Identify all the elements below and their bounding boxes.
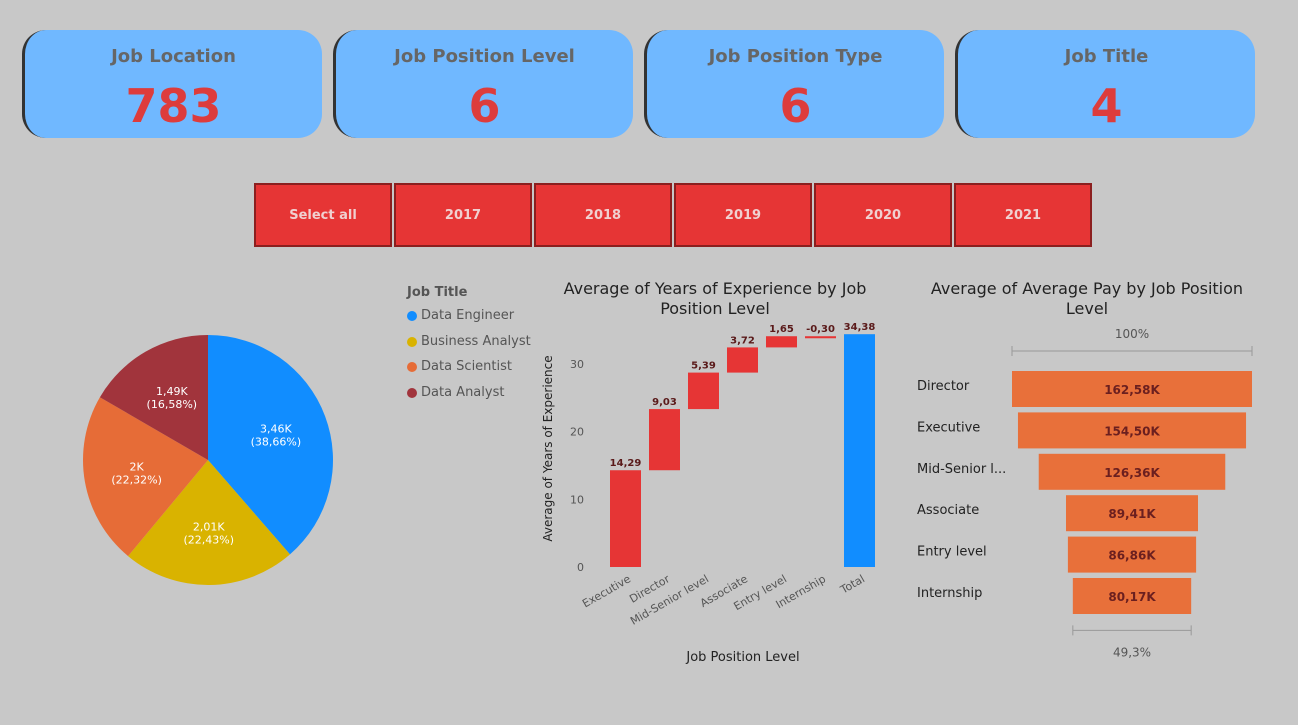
card-job-location: Job Location 783 xyxy=(22,30,322,138)
card-label: Job Position Level xyxy=(394,46,575,67)
funnel-bar[interactable] xyxy=(1072,578,1192,614)
slicer-2018[interactable]: 2018 xyxy=(534,183,672,247)
y-tick-label: 0 xyxy=(577,561,584,574)
pie-slice-value-label: 2,01K xyxy=(193,520,225,533)
legend-title: Job Title xyxy=(407,285,468,300)
funnel-data-label: 86,86K xyxy=(1108,549,1156,563)
pie-chart: 3,46K(38,66%) 2,01K(22,43%) 2K(22,32%) 1,49… xyxy=(82,335,333,585)
funnel-bar[interactable] xyxy=(1038,453,1226,490)
waterfall-bar[interactable] xyxy=(688,372,719,410)
funnel-category-label: Mid-Senior l... xyxy=(917,462,1006,477)
waterfall-bar[interactable] xyxy=(766,336,797,348)
funnel-top-bracket xyxy=(1011,346,1253,356)
funnel-bottom-bracket xyxy=(1072,625,1192,636)
funnel-category-label: Executive xyxy=(917,420,980,435)
funnel-data-label: 126,36K xyxy=(1104,466,1160,480)
card-label: Job Location xyxy=(111,46,236,67)
funnel-bar[interactable] xyxy=(1066,495,1198,532)
funnel-data-label: 154,50K xyxy=(1104,424,1160,438)
legend-dot-icon xyxy=(407,310,417,321)
slicer-2021[interactable]: 2021 xyxy=(954,183,1092,247)
y-tick-label: 20 xyxy=(570,426,584,439)
funnel-top-label: 100% xyxy=(1115,327,1149,341)
waterfall-data-label: 34,38 xyxy=(844,322,876,333)
pie-slice-percent-label: (22,32%) xyxy=(111,474,162,487)
slicer-2019[interactable]: 2019 xyxy=(674,183,812,247)
legend-item-data-scientist[interactable]: Data Scientist xyxy=(407,359,512,374)
waterfall-bar[interactable] xyxy=(844,334,875,567)
legend-label: Data Analyst xyxy=(421,385,505,400)
legend-dot-icon xyxy=(407,336,417,347)
pie-slice-value-label: 1,49K xyxy=(156,385,188,398)
card-value: 4 xyxy=(1090,79,1123,133)
card-job-position-type: Job Position Type 6 xyxy=(644,30,944,138)
funnel-title: Average of Average Pay by Job Position L… xyxy=(930,279,1244,318)
y-axis-label: Average of Years of Experience xyxy=(541,355,555,541)
card-label: Job Position Type xyxy=(708,46,883,67)
x-tick-label: Total xyxy=(837,572,867,597)
funnel-bar[interactable] xyxy=(1012,371,1252,407)
pie-slice-percent-label: (22,43%) xyxy=(183,533,234,546)
waterfall-data-label: 14,29 xyxy=(610,458,642,469)
waterfall-data-label: 3,72 xyxy=(730,335,755,346)
waterfall-data-label: 1,65 xyxy=(769,324,794,335)
x-axis-label: Job Position Level xyxy=(685,650,799,665)
funnel-bar[interactable] xyxy=(1017,412,1247,449)
card-label: Job Title xyxy=(1064,46,1149,67)
card-value: 6 xyxy=(779,79,812,133)
y-tick-label: 10 xyxy=(570,493,584,506)
slicer-2017[interactable]: 2017 xyxy=(394,183,532,247)
pie-slice-percent-label: (16,58%) xyxy=(147,398,198,411)
pie-slice[interactable] xyxy=(128,460,290,585)
legend-label: Data Engineer xyxy=(421,308,515,323)
pie-slice-value-label: 3,46K xyxy=(260,423,292,436)
waterfall-bar[interactable] xyxy=(649,409,680,471)
funnel-data-label: 80,17K xyxy=(1108,590,1156,604)
waterfall-data-label: 9,03 xyxy=(652,397,677,408)
waterfall-data-label: 5,39 xyxy=(691,361,716,372)
funnel-category-label: Director xyxy=(917,379,970,394)
waterfall-title: Average of Years of Experience by Job Po… xyxy=(563,279,867,318)
funnel-data-label: 89,41K xyxy=(1108,507,1156,521)
pie-slice[interactable] xyxy=(208,335,333,555)
legend-label: Data Scientist xyxy=(421,359,512,374)
slicer-select-all[interactable]: Select all xyxy=(254,183,392,247)
funnel-data-label: 162,58K xyxy=(1104,383,1160,397)
pie-slice-percent-label: (38,66%) xyxy=(251,436,302,449)
funnel-bar[interactable] xyxy=(1067,536,1197,573)
x-tick-label: Executive xyxy=(580,572,633,610)
waterfall-bar[interactable] xyxy=(805,336,836,339)
card-value: 6 xyxy=(468,79,501,133)
funnel-category-label: Associate xyxy=(917,503,979,518)
pie-slice-value-label: 2K xyxy=(130,461,145,474)
pie-slice[interactable] xyxy=(82,397,208,557)
legend-item-business-analyst[interactable]: Business Analyst xyxy=(407,334,531,349)
funnel-category-label: Entry level xyxy=(917,545,987,560)
slicer-2020[interactable]: 2020 xyxy=(814,183,952,247)
legend-item-data-analyst[interactable]: Data Analyst xyxy=(407,385,504,400)
funnel-bottom-label: 49,3% xyxy=(1113,645,1151,659)
funnel-category-label: Internship xyxy=(917,586,982,601)
waterfall-chart: 0 10 20 30 Average of Years of Experience Job… xyxy=(541,322,876,665)
waterfall-bar[interactable] xyxy=(610,470,641,567)
funnel-chart: 100% 162,58K Director 154,50K Executive 126,3… xyxy=(917,327,1253,659)
waterfall-bar[interactable] xyxy=(727,347,758,373)
legend-dot-icon xyxy=(407,387,417,398)
legend-dot-icon xyxy=(407,361,417,372)
waterfall-data-label: -0,30 xyxy=(806,324,835,335)
legend-item-data-engineer[interactable]: Data Engineer xyxy=(407,308,514,323)
card-job-title: Job Title 4 xyxy=(955,30,1255,138)
card-job-position-level: Job Position Level 6 xyxy=(333,30,633,138)
legend-label: Business Analyst xyxy=(421,334,531,349)
card-value: 783 xyxy=(125,79,222,133)
y-tick-label: 30 xyxy=(570,358,584,371)
pie-slice[interactable] xyxy=(99,335,208,460)
